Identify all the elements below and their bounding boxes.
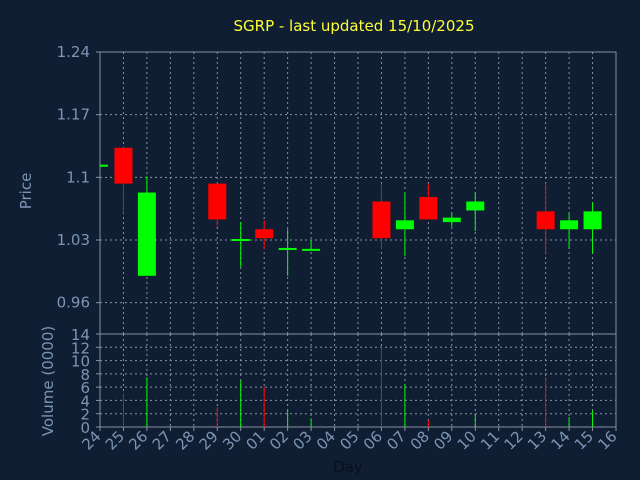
x-tick-label: 26: [125, 427, 151, 453]
x-tick-label: 27: [149, 427, 175, 453]
candle-body: [466, 201, 485, 211]
x-tick-label: 11: [477, 427, 503, 453]
volume-tick-label: 4: [80, 392, 90, 410]
volume-tick-label: 2: [80, 406, 90, 424]
x-tick-label: 05: [336, 427, 362, 453]
candle-body: [442, 217, 461, 223]
price-tick-label: 1.24: [57, 43, 90, 61]
candle-body: [208, 183, 227, 220]
candle-body: [560, 220, 579, 230]
x-tick-label: 01: [243, 427, 269, 453]
candle-body: [137, 192, 156, 276]
volume-tick-label: 14: [71, 326, 90, 344]
x-tick-label: 12: [501, 427, 527, 453]
candle-body: [278, 247, 297, 250]
x-tick-label: 28: [172, 427, 198, 453]
price-tick-label: 1.03: [57, 231, 90, 249]
x-tick-label: 14: [547, 427, 573, 453]
volume-axis-label: Volume (0000): [39, 326, 57, 436]
x-tick-label: 08: [407, 427, 433, 453]
x-tick-label: 10: [454, 427, 480, 453]
price-panel: 1.24 1.17 1.1 1.03 0.96: [57, 43, 617, 335]
x-tick-label: 07: [383, 427, 409, 453]
price-axis-label: Price: [17, 173, 35, 210]
candle-body: [583, 211, 602, 230]
x-tick-label: 03: [289, 427, 315, 453]
price-tick-label: 1.17: [57, 106, 90, 124]
x-tick-label: 13: [524, 427, 550, 453]
x-tick-label: 29: [196, 427, 222, 453]
x-tick-label: 06: [360, 427, 386, 453]
x-tick-label: 16: [594, 427, 620, 453]
volume-tick-label: 8: [80, 366, 90, 384]
price-tick-label: 1.1: [66, 168, 90, 186]
price-tick-label: 0.96: [57, 294, 90, 312]
candle-body: [372, 201, 391, 239]
candle-body: [536, 211, 555, 230]
x-tick-label: 02: [266, 427, 292, 453]
candle-body: [395, 220, 414, 230]
x-tick-label: 09: [430, 427, 456, 453]
volume-tick-label: 10: [71, 353, 90, 371]
candle-body: [419, 197, 438, 220]
x-tick-label: 15: [571, 427, 597, 453]
volume-tick-label: 0: [80, 419, 90, 437]
candle-body: [302, 248, 321, 251]
candle-body: [255, 229, 274, 239]
candle-body: [114, 147, 133, 184]
x-axis-label: Day: [333, 458, 363, 476]
x-axis: 2425262728293001020304050607080910111213…: [78, 427, 621, 454]
volume-tick-label: 12: [71, 339, 90, 357]
volume-tick-label: 6: [80, 379, 90, 397]
chart-title: SGRP - last updated 15/10/2025: [234, 17, 475, 35]
x-tick-label: 25: [102, 427, 128, 453]
x-tick-label: 04: [313, 427, 339, 453]
candle-body: [231, 239, 250, 241]
candle-body: [100, 164, 108, 167]
x-tick-label: 30: [219, 427, 245, 453]
